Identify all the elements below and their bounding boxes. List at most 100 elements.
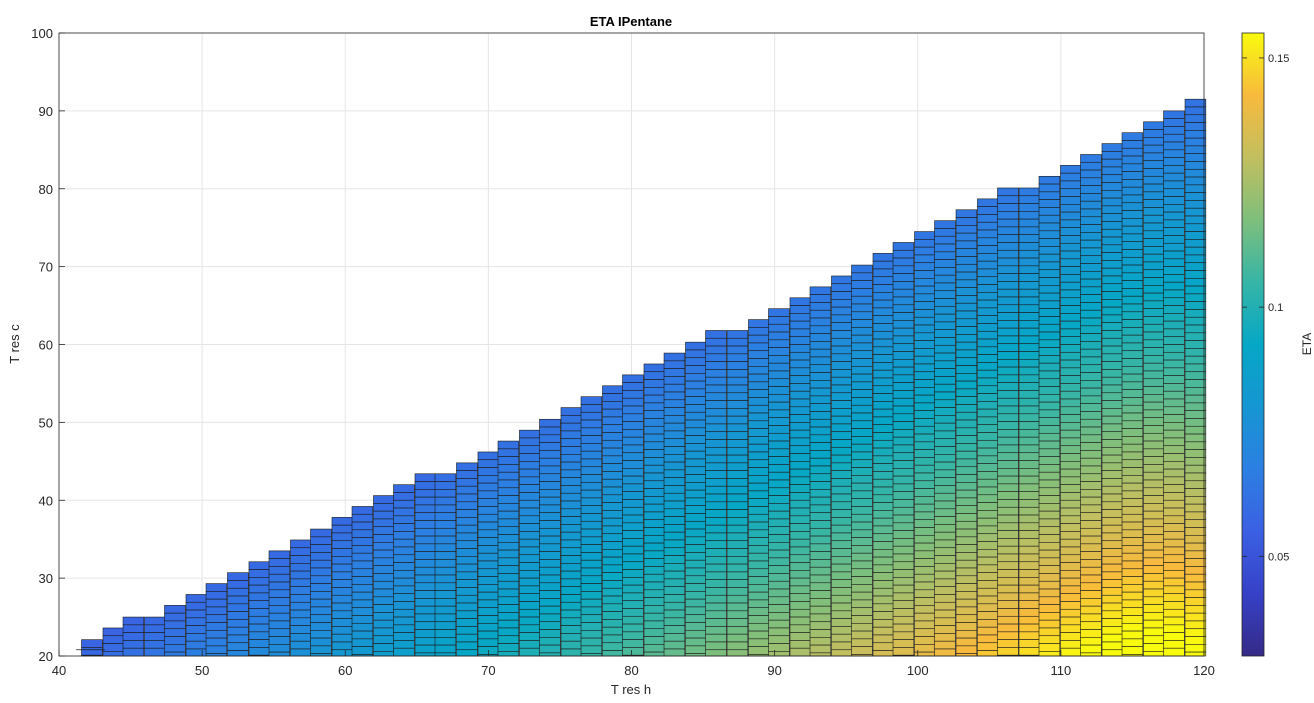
heatmap-cell: [1143, 160, 1165, 169]
heatmap-cell: [977, 510, 999, 519]
heatmap-cell: [726, 649, 749, 657]
heatmap-cell: [434, 566, 457, 576]
heatmap-cell: [1184, 340, 1207, 349]
heatmap-cell: [1163, 507, 1185, 517]
heatmap-cell: [1080, 613, 1102, 623]
heatmap-cell: [497, 448, 520, 457]
heatmap-cell: [310, 645, 332, 654]
heatmap-cell: [602, 580, 624, 589]
heatmap-cell: [622, 600, 644, 609]
heatmap-cell: [809, 559, 832, 568]
heatmap-cell: [456, 485, 478, 495]
heatmap-cell: [977, 292, 999, 301]
heatmap-cell: [393, 546, 415, 556]
heatmap-cell: [1060, 461, 1082, 470]
heatmap-cell: [809, 372, 832, 381]
heatmap-cell: [1163, 351, 1185, 361]
heatmap-cell: [831, 602, 853, 612]
heatmap-cell: [1101, 626, 1124, 635]
x-tick-label: 110: [1051, 663, 1072, 678]
heatmap-cell: [1080, 232, 1102, 241]
heatmap-cell: [831, 446, 853, 456]
heatmap-cell: [705, 579, 727, 588]
heatmap-cell: [122, 647, 145, 657]
heatmap-cell: [1101, 493, 1124, 503]
heatmap-cell: [892, 304, 915, 313]
heatmap-cell: [851, 529, 873, 538]
heatmap-cell: [726, 439, 749, 448]
heatmap-cell: [185, 609, 208, 619]
heatmap-cell: [1143, 635, 1165, 644]
heatmap-cell: [997, 577, 1019, 586]
heatmap-cell: [310, 606, 332, 616]
heatmap-cell: [310, 622, 332, 631]
heatmap-cell: [1101, 291, 1124, 300]
heatmap-cell: [643, 566, 666, 575]
heatmap-cell: [768, 549, 790, 559]
heatmap-cell: [1143, 425, 1165, 434]
heatmap-cell: [768, 425, 790, 434]
heatmap-cell: [934, 220, 956, 229]
heatmap-cell: [726, 493, 749, 503]
heatmap-cell: [705, 556, 727, 565]
heatmap-cell: [622, 545, 644, 555]
heatmap-cell: [705, 337, 727, 347]
heatmap-cell: [456, 524, 478, 534]
heatmap-cell: [373, 580, 395, 590]
x-tick-label: 80: [624, 663, 638, 678]
heatmap-cell: [997, 506, 1019, 516]
heatmap-cell: [122, 624, 145, 633]
heatmap-cell: [892, 265, 915, 274]
heatmap-cell: [1163, 515, 1185, 524]
heatmap-cell: [663, 617, 686, 626]
heatmap-cell: [892, 475, 915, 485]
heatmap-cell: [497, 479, 520, 489]
heatmap-cell: [248, 577, 271, 586]
heatmap-cell: [1121, 342, 1144, 352]
heatmap-cell: [685, 606, 707, 616]
heatmap-cell: [809, 621, 832, 630]
heatmap-cell: [1184, 184, 1207, 193]
heatmap-cell: [268, 566, 291, 575]
heatmap-cell: [851, 459, 873, 468]
heatmap-cell: [977, 377, 999, 387]
heatmap-cell: [331, 626, 354, 635]
heatmap-cell: [602, 595, 624, 605]
heatmap-cell: [1163, 204, 1185, 213]
heatmap-cell: [539, 457, 561, 467]
heatmap-cell: [1080, 247, 1102, 257]
heatmap-cell: [809, 309, 832, 319]
heatmap-cell: [831, 314, 853, 323]
heatmap-cell: [1080, 418, 1102, 428]
heatmap-cell: [373, 526, 395, 535]
heatmap-cell: [268, 573, 291, 583]
heatmap-cell: [1143, 323, 1165, 333]
heatmap-cell: [831, 633, 853, 643]
heatmap-cell: [351, 560, 374, 570]
heatmap-cell: [268, 605, 291, 614]
heatmap-cell: [789, 531, 812, 540]
heatmap-cell: [1060, 546, 1082, 556]
heatmap-cell: [851, 615, 873, 624]
heatmap-cell: [643, 379, 666, 388]
heatmap-cell: [205, 591, 228, 600]
heatmap-cell: [768, 378, 790, 387]
heatmap-cell: [934, 274, 956, 284]
heatmap-cell: [748, 506, 770, 515]
heatmap-cell: [955, 528, 978, 538]
heatmap-cell: [1163, 297, 1185, 306]
heatmap-cell: [351, 630, 374, 640]
heatmap-cell: [955, 435, 978, 444]
heatmap-cell: [1080, 504, 1102, 514]
heatmap-cell: [1060, 165, 1082, 174]
heatmap-cell: [809, 411, 832, 420]
heatmap-cell: [955, 552, 978, 561]
heatmap-cell: [205, 614, 228, 623]
heatmap-cell: [685, 411, 707, 421]
heatmap-cell: [248, 600, 271, 609]
heatmap-cell: [872, 549, 895, 558]
heatmap-cell: [268, 558, 291, 567]
heatmap-cell: [1121, 622, 1144, 632]
heatmap-cell: [872, 541, 895, 550]
heatmap-cell: [519, 437, 541, 447]
